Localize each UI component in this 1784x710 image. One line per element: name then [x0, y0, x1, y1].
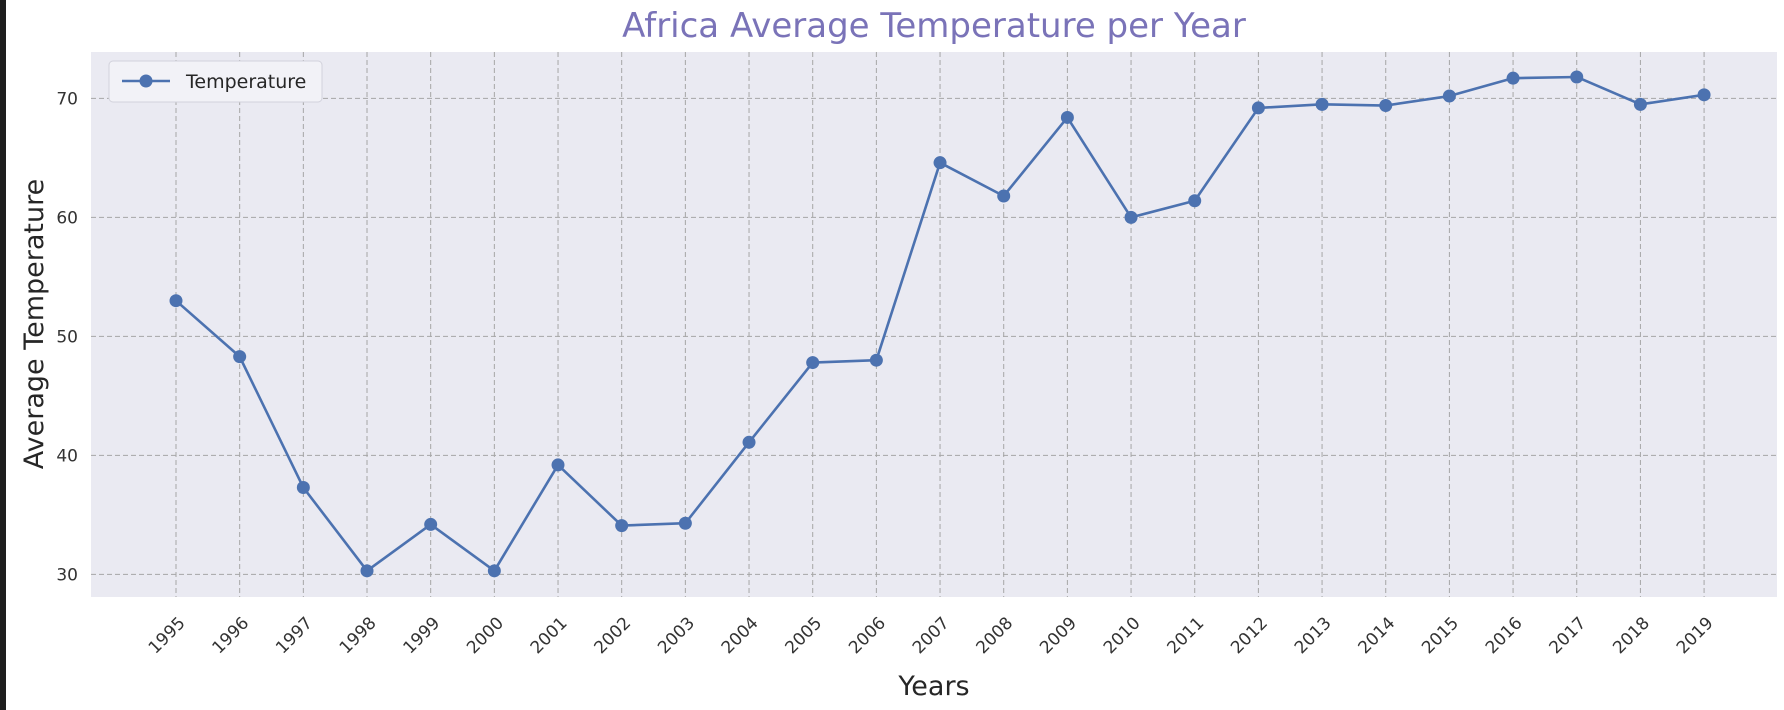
y-tick-label: 50	[56, 327, 78, 347]
x-tick-label: 1999	[399, 613, 444, 658]
data-point	[1697, 88, 1711, 102]
x-tick-label: 2012	[1227, 613, 1272, 658]
data-point	[1315, 97, 1329, 111]
x-tick-label: 2002	[590, 613, 635, 658]
x-tick-label: 1998	[336, 613, 381, 658]
x-tick-labels: 1995 1996 1997 1998 1999 2000 2001 2002 2003 2004…	[145, 613, 1718, 658]
x-tick-label: 2018	[1609, 613, 1654, 658]
data-point	[1570, 70, 1584, 84]
data-point	[678, 516, 692, 530]
data-point	[551, 458, 565, 472]
x-tick-label: 2001	[527, 613, 572, 658]
x-tick-label: 2019	[1673, 613, 1718, 658]
data-point	[360, 564, 374, 578]
series-layer	[169, 70, 1711, 578]
data-point	[869, 353, 883, 367]
x-tick-label: 1997	[272, 613, 317, 658]
x-tick-label: 2010	[1100, 613, 1145, 658]
x-axis-title: Years	[897, 671, 969, 702]
data-point	[1124, 210, 1138, 224]
grid-layer	[91, 52, 1777, 597]
x-tick-label: 2017	[1546, 613, 1591, 658]
data-point	[1251, 101, 1265, 115]
legend-box	[108, 60, 323, 103]
data-point	[1188, 194, 1202, 208]
y-tick-labels: 30 40 50 60 70	[56, 89, 78, 585]
y-axis-title: Average Temperature	[19, 179, 50, 470]
x-tick-label: 2004	[718, 613, 763, 658]
data-point	[1506, 71, 1520, 85]
data-point	[233, 350, 247, 364]
chart-title: Africa Average Temperature per Year	[622, 6, 1246, 46]
x-tick-label: 1995	[145, 613, 190, 658]
x-tick-label: 2008	[973, 613, 1018, 658]
legend: Temperature	[108, 60, 323, 103]
x-tick-label: 2000	[463, 613, 508, 658]
data-point	[1633, 97, 1647, 111]
data-point	[997, 189, 1011, 203]
x-tick-label: 2003	[654, 613, 699, 658]
line-chart: 1995 1996 1997 1998 1999 2000 2001 2002 2003 2004…	[19, 6, 1777, 702]
data-point	[1060, 110, 1074, 124]
data-point	[1379, 99, 1393, 113]
x-tick-label: 2011	[1164, 613, 1209, 658]
x-tick-label: 2015	[1418, 613, 1463, 658]
chart-figure: 1995 1996 1997 1998 1999 2000 2001 2002 2003 2004…	[6, 0, 1784, 710]
legend-marker-swatch	[139, 74, 153, 88]
y-tick-label: 60	[56, 208, 78, 228]
data-point	[615, 519, 629, 533]
x-tick-label: 1996	[208, 613, 253, 658]
x-tick-label: 2007	[909, 613, 954, 658]
data-point	[806, 356, 820, 370]
legend-label: Temperature	[185, 71, 306, 93]
y-tick-label: 40	[56, 446, 78, 466]
y-tick-label: 70	[56, 89, 78, 109]
plot-area	[91, 52, 1777, 597]
data-point	[933, 156, 947, 170]
y-tick-label: 30	[56, 565, 78, 585]
data-point	[296, 481, 310, 495]
x-tick-label: 2009	[1036, 613, 1081, 658]
data-point	[742, 435, 756, 449]
data-point	[169, 294, 183, 308]
x-tick-label: 2014	[1355, 613, 1400, 658]
x-tick-label: 2005	[782, 613, 827, 658]
x-tick-label: 2016	[1482, 613, 1527, 658]
data-point	[487, 564, 501, 578]
x-tick-label: 2013	[1291, 613, 1336, 658]
data-point	[1442, 89, 1456, 103]
data-point	[424, 517, 438, 531]
x-tick-label: 2006	[845, 613, 890, 658]
